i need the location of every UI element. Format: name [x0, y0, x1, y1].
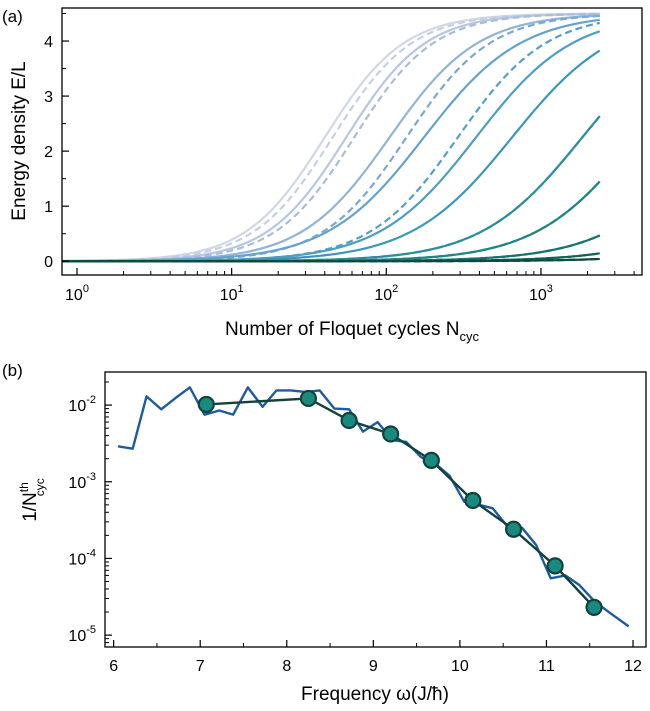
panel-a-series-7	[61, 18, 600, 263]
panel-b-marker	[382, 425, 400, 443]
panel-a-xtick-label: 103	[529, 283, 553, 304]
panel-a-xtick-label: 102	[374, 283, 398, 304]
panel-a-ytick-label: 3	[44, 89, 53, 106]
panel-a-ytick-label: 2	[44, 144, 53, 161]
panel-b-marker	[197, 395, 215, 414]
panel-b-xtick-label: 9	[369, 658, 378, 675]
panel-a-frame	[61, 7, 643, 276]
panel-a: (a) 100 101 102 103 0 1 2 3 4 Number of Floquet …	[2, 7, 643, 344]
panel-b-marker	[504, 520, 523, 538]
panel-a-label: (a)	[2, 7, 23, 26]
panel-a-series-3	[61, 12, 600, 263]
panel-a-ticks: 100 101 102 103 0 1 2 3 4	[44, 13, 635, 304]
panel-b-ticks: 6 7 8 9 10 11 12 10-5 10-4 10-3 10-2	[68, 381, 642, 675]
panel-a-series-1	[61, 12, 600, 263]
panel-a-xtick-label: 101	[220, 283, 244, 304]
panel-a-ytick-label: 1	[44, 199, 53, 216]
panel-b-frame	[104, 371, 647, 648]
panel-a-series	[61, 12, 601, 263]
panel-b-series-1-line	[117, 386, 630, 628]
panel-b-xtick-label: 11	[538, 658, 555, 675]
panel-b-ytick-label: 10-3	[68, 471, 96, 492]
panel-a-series-4	[61, 12, 600, 263]
panel-a-xlabel: Number of Floquet cycles Ncyc	[225, 319, 479, 344]
panel-a-series-9	[61, 30, 601, 263]
panel-b-ytick-label: 10-5	[68, 624, 96, 645]
panel-b-series-2-line	[206, 397, 595, 609]
panel-b-marker	[422, 451, 440, 469]
panel-b-ylabel: 1/Nth cyc	[17, 478, 47, 522]
panel-b-xlabel: Frequency ω(J/ħ)	[301, 684, 449, 705]
panel-a-series-2	[61, 12, 600, 263]
panel-a-xtick-label: 100	[65, 283, 89, 304]
panel-a-series-5	[61, 14, 600, 263]
panel-a-ylabel: Energy density E/L	[9, 61, 30, 220]
panel-b-ytick-label: 10-4	[68, 547, 96, 568]
panel-b-label: (b)	[2, 361, 23, 380]
panel-b-marker	[340, 411, 358, 430]
panel-b-series	[117, 386, 630, 628]
panel-b-xtick-label: 12	[624, 658, 642, 675]
panel-a-ytick-label: 0	[44, 254, 53, 271]
panel-b-xtick-label: 10	[451, 658, 469, 675]
panel-b-marker	[546, 557, 564, 575]
panel-a-series-20	[62, 257, 600, 263]
panel-b-marker	[299, 389, 318, 408]
panel-a-series-6	[61, 14, 600, 263]
panel-b-ytick-label: 10-2	[68, 394, 96, 415]
panel-b-xtick-label: 8	[282, 658, 291, 675]
panel-b-marker	[585, 598, 603, 616]
panel-b-xtick-label: 7	[196, 658, 205, 675]
panel-a-ytick-label: 4	[44, 34, 53, 51]
panel-b-xtick-label: 6	[109, 658, 118, 675]
panel-b-marker	[464, 491, 482, 510]
panel-b: (b) 6 7 8 9 10 11 12 10-5 10-4 10-3 10-2 Frequency…	[2, 361, 647, 705]
